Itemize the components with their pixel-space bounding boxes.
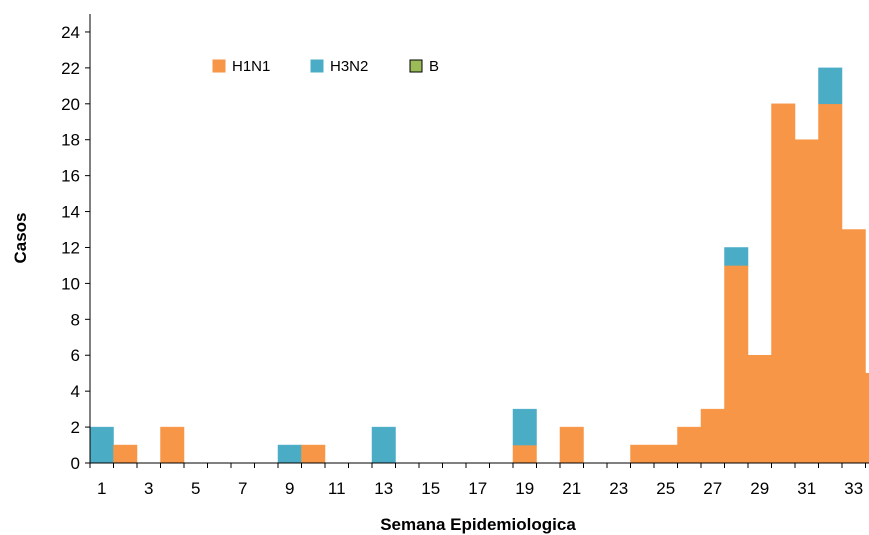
- y-tick-label: 8: [71, 310, 80, 329]
- x-tick-label: 13: [374, 479, 393, 498]
- x-tick-label: 9: [285, 479, 294, 498]
- bar-h1n1-week-33: [841, 229, 866, 464]
- bar-h3n2-week-32: [818, 67, 843, 105]
- bar-h1n1-week-30: [771, 103, 796, 464]
- legend-label-h3n2: H3N2: [330, 58, 368, 75]
- x-tick-label: 23: [609, 479, 628, 498]
- y-tick-label: 14: [61, 203, 80, 222]
- legend-swatch-h1n1: [212, 59, 226, 73]
- bars-layer: [89, 67, 869, 464]
- x-tick-label: 1: [97, 479, 106, 498]
- x-tick-label: 31: [797, 479, 816, 498]
- bar-h1n1-week-28: [724, 265, 749, 464]
- y-tick-label: 10: [61, 274, 80, 293]
- x-axis-title: Semana Epidemiologica: [380, 515, 576, 534]
- y-tick-label: 6: [71, 346, 80, 365]
- bar-h1n1-week-29: [747, 354, 772, 464]
- bar-h1n1-week-26: [677, 426, 702, 464]
- bar-h3n2-week-1: [89, 426, 114, 464]
- y-tick-label: 0: [71, 454, 80, 473]
- y-tick-label: 12: [61, 238, 80, 257]
- y-tick-label: 20: [61, 95, 80, 114]
- y-tick-label: 2: [71, 418, 80, 437]
- legend: H1N1 H3N2 B: [212, 58, 439, 75]
- y-tick-label: 22: [61, 59, 80, 78]
- bar-h1n1-week-34: [865, 372, 869, 464]
- bar-h1n1-week-4: [160, 426, 185, 464]
- x-tick-label: 7: [238, 479, 247, 498]
- x-tick-label: 19: [515, 479, 534, 498]
- y-tick-label: 18: [61, 131, 80, 150]
- x-tick-label: 21: [562, 479, 581, 498]
- x-tick-label: 11: [328, 479, 346, 498]
- bar-h1n1-week-24: [630, 444, 655, 464]
- x-tick-label: 29: [750, 479, 769, 498]
- bar-h1n1-week-27: [700, 408, 725, 464]
- legend-label-h1n1: H1N1: [232, 58, 270, 75]
- x-tick-label: 33: [844, 479, 863, 498]
- bar-h1n1-week-10: [301, 444, 326, 464]
- bar-h1n1-week-32: [818, 103, 843, 464]
- x-axis-ticks: 1 3 5 7 9 11 13 15 17 19 21 23 25 27 29 31 33: [89, 463, 866, 498]
- bar-h3n2-week-19: [512, 408, 537, 446]
- x-tick-label: 3: [144, 479, 153, 498]
- legend-label-b: B: [429, 58, 439, 75]
- x-tick-label: 5: [191, 479, 200, 498]
- bar-h1n1-week-21: [559, 426, 584, 464]
- y-tick-label: 16: [61, 167, 80, 186]
- x-tick-label: 17: [468, 479, 487, 498]
- legend-swatch-b: [409, 59, 423, 73]
- y-axis-title: Casos: [11, 212, 30, 263]
- x-tick-label: 27: [703, 479, 722, 498]
- bar-h3n2-week-13: [371, 426, 396, 464]
- bar-h1n1-week-25: [653, 444, 678, 464]
- x-tick-label: 15: [421, 479, 440, 498]
- bar-h1n1-week-31: [794, 139, 819, 464]
- x-tick-label: 25: [656, 479, 675, 498]
- legend-swatch-h3n2: [310, 59, 324, 73]
- bar-h3n2-week-28: [724, 247, 749, 266]
- bar-h1n1-week-2: [113, 444, 138, 464]
- y-tick-label: 4: [71, 382, 80, 401]
- bar-h3n2-week-9: [277, 444, 302, 464]
- bar-h1n1-week-19: [512, 444, 537, 464]
- y-tick-label: 24: [61, 23, 80, 42]
